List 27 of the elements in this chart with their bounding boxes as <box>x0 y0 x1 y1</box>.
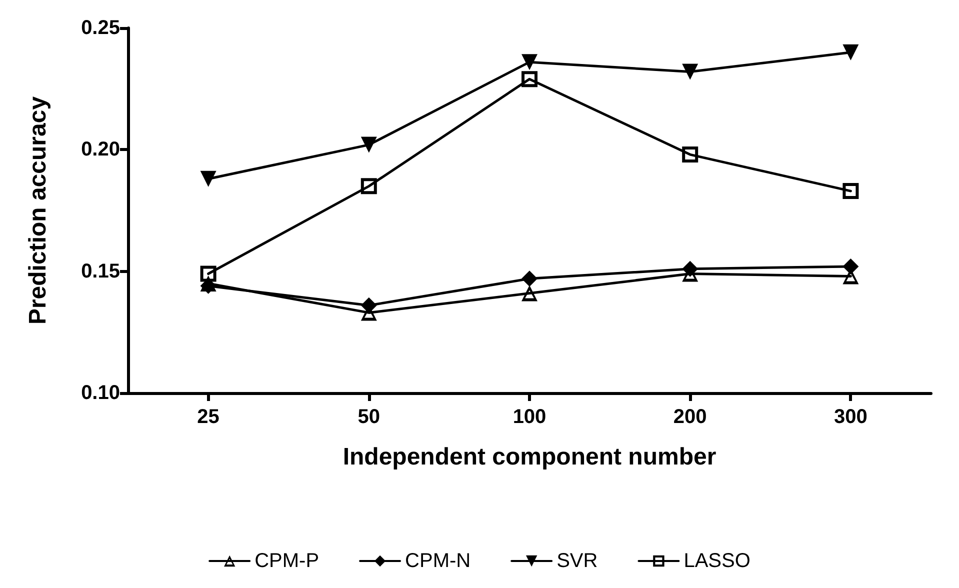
x-tick-label: 25 <box>197 406 220 428</box>
y-axis-title: Prediction accuracy <box>24 96 52 325</box>
x-tick-label: 50 <box>358 406 380 428</box>
point <box>522 285 538 302</box>
y-tick-label: 0.25 <box>81 17 120 39</box>
point <box>842 183 859 200</box>
point <box>842 258 859 274</box>
point <box>360 178 377 194</box>
point <box>522 54 538 70</box>
point <box>200 170 216 187</box>
point <box>682 64 698 80</box>
x-axis-title: Independent component number <box>342 444 716 470</box>
x-tick-label: 100 <box>512 406 546 428</box>
x-tick-label: 300 <box>834 406 868 428</box>
legend-label: LASSO <box>684 550 750 572</box>
legend-label: CPM-P <box>254 550 320 572</box>
x-tick-label: 200 <box>673 406 707 428</box>
y-tick-label: 0.15 <box>81 260 120 282</box>
y-tick-label: 0.20 <box>81 138 120 161</box>
point <box>842 44 859 60</box>
point <box>682 146 698 163</box>
legend-label: SVR <box>556 550 598 572</box>
point <box>522 270 538 287</box>
point <box>360 136 377 153</box>
legend-label: CPM-N <box>405 550 471 572</box>
y-tick-label: 0.10 <box>81 382 120 404</box>
point <box>522 71 538 88</box>
